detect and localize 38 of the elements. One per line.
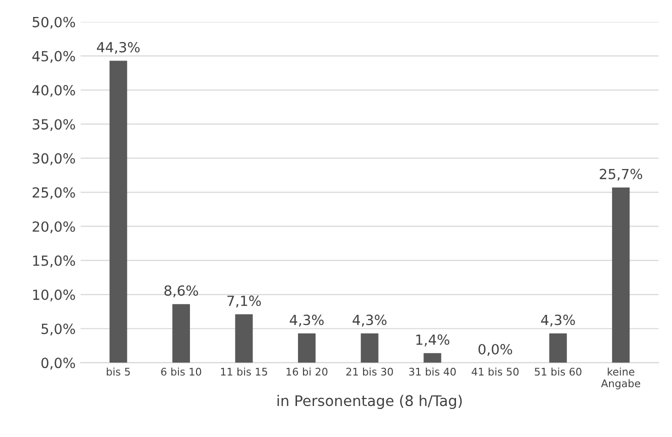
y-tick-label: 30,0% <box>32 153 76 166</box>
y-tick-label: 25,0% <box>32 187 76 200</box>
x-axis-title: in Personentage (8 h/Tag) <box>278 394 462 409</box>
data-label: 0,0% <box>478 344 512 356</box>
y-tick-label: 10,0% <box>33 290 76 302</box>
data-label: 4,3% <box>541 314 575 327</box>
x-tick-label: 11 bis 15 <box>221 368 268 376</box>
y-tick-label: 15,0% <box>33 255 76 268</box>
y-tick-label: 35,0% <box>32 119 76 131</box>
x-tick-label: 6 bis 10 <box>161 368 202 376</box>
y-tick-label: 0,0% <box>41 358 76 370</box>
bar <box>235 314 253 363</box>
x-tick-label: keine Angabe <box>601 368 640 390</box>
bar <box>612 188 630 363</box>
x-tick-label: bis 5 <box>106 368 130 376</box>
data-label: 8,6% <box>164 285 198 298</box>
y-tick-label: 40,0% <box>32 84 76 97</box>
x-tick-label: 16 bi 20 <box>286 368 328 376</box>
bar <box>424 353 442 363</box>
x-tick-label: 51 bis 60 <box>534 368 582 376</box>
data-label: 44,3% <box>96 42 140 54</box>
data-label: 7,1% <box>227 296 261 308</box>
bar <box>172 304 190 363</box>
x-tick-label: 41 bis 50 <box>472 368 519 376</box>
bar <box>298 333 316 363</box>
y-tick-label: 20,0% <box>32 221 76 234</box>
data-label: 4,3% <box>290 314 324 327</box>
bar <box>110 60 128 363</box>
x-tick-label: 31 bis 40 <box>409 368 456 376</box>
data-label: 25,7% <box>600 168 642 181</box>
data-label: 4,3% <box>352 314 386 327</box>
y-tick-label: 5,0% <box>42 324 76 336</box>
bar <box>549 333 567 363</box>
data-label: 1,4% <box>416 334 450 346</box>
y-tick-label: 45,0% <box>32 50 76 63</box>
y-tick-label: 50,0% <box>32 16 76 29</box>
bar <box>360 333 378 363</box>
x-tick-label: 21 bis 30 <box>346 368 393 376</box>
